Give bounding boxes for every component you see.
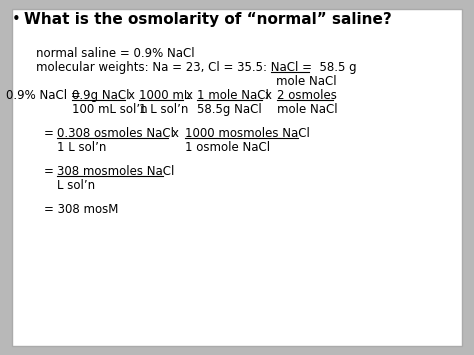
Text: 58.5g NaCl: 58.5g NaCl	[197, 103, 262, 116]
Text: =: =	[44, 127, 54, 140]
Text: x: x	[128, 89, 135, 102]
Text: normal saline = 0.9% NaCl: normal saline = 0.9% NaCl	[36, 47, 195, 60]
Text: 1000 mL: 1000 mL	[139, 89, 191, 102]
Text: x: x	[265, 89, 272, 102]
Text: mole NaCl: mole NaCl	[276, 75, 337, 88]
Text: x: x	[186, 89, 193, 102]
Text: x: x	[172, 127, 179, 140]
Text: 1 L sol’n: 1 L sol’n	[139, 103, 188, 116]
Text: 1 L sol’n: 1 L sol’n	[57, 141, 106, 154]
Text: molecular weights: Na = 23, Cl = 35.5: NaCl =  58.5 g: molecular weights: Na = 23, Cl = 35.5: N…	[36, 61, 356, 74]
Text: 2 osmoles: 2 osmoles	[277, 89, 337, 102]
Text: What is the osmolarity of “normal” saline?: What is the osmolarity of “normal” salin…	[24, 12, 392, 27]
Text: 1 osmole NaCl: 1 osmole NaCl	[185, 141, 270, 154]
Text: 0.308 osmoles NaCl: 0.308 osmoles NaCl	[57, 127, 174, 140]
Text: 1000 mosmoles NaCl: 1000 mosmoles NaCl	[185, 127, 310, 140]
Text: =: =	[44, 165, 54, 178]
Text: = 308 mosM: = 308 mosM	[44, 203, 118, 216]
Text: mole NaCl: mole NaCl	[277, 103, 337, 116]
Text: 308 mosmoles NaCl: 308 mosmoles NaCl	[57, 165, 174, 178]
Text: 0.9g NaCl: 0.9g NaCl	[72, 89, 129, 102]
Text: 100 mL sol’n: 100 mL sol’n	[72, 103, 147, 116]
Text: 0.9% NaCl =: 0.9% NaCl =	[6, 89, 84, 102]
Text: 1 mole NaCl: 1 mole NaCl	[197, 89, 269, 102]
Text: L sol’n: L sol’n	[57, 179, 95, 192]
Text: •: •	[12, 12, 21, 27]
